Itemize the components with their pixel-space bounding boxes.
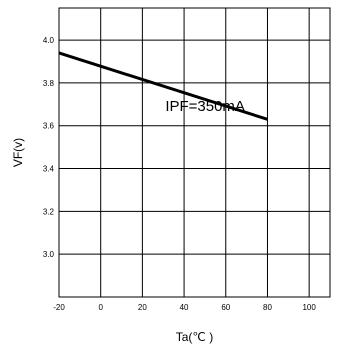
y-tick-labels: 3.0 3.2 3.4 3.6 3.8 4.0 [43,36,55,259]
series-layer [58,51,268,121]
x-tick-label: 60 [221,303,230,312]
plot-frame [58,7,331,298]
y-tick-label: 3.2 [43,207,55,216]
x-tick-label: 0 [98,303,103,312]
y-tick-label: 4.0 [43,36,55,45]
y-axis-label: VF(v) [11,138,25,167]
y-tick-label: 3.8 [43,79,55,88]
y-tick-label: 3.4 [43,165,55,174]
series-line-0 [58,51,268,121]
annotation-label: IPF=350mA [165,98,245,115]
x-axis-label: Ta(℃ ) [176,330,213,344]
x-tick-label: 20 [138,303,147,312]
x-tick-label: 80 [263,303,272,312]
y-tick-label: 3.0 [43,250,55,259]
x-tick-label: 40 [180,303,189,312]
y-tick-label: 3.6 [43,122,55,131]
x-tick-labels: -20 0 20 40 60 80 100 [53,303,316,312]
grid [58,8,330,297]
x-tick-label: 100 [302,303,316,312]
annotations: IPF=350mA [165,98,245,115]
x-tick-label: -20 [53,303,65,312]
